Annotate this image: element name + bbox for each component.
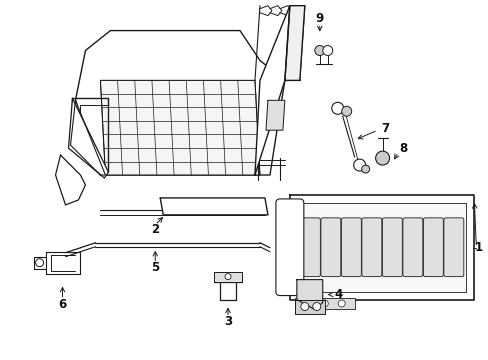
Circle shape (304, 300, 311, 307)
Polygon shape (214, 272, 242, 282)
Polygon shape (160, 198, 267, 215)
Circle shape (338, 300, 345, 307)
Circle shape (36, 259, 43, 267)
Circle shape (361, 165, 369, 173)
FancyBboxPatch shape (275, 199, 303, 296)
Polygon shape (254, 6, 289, 175)
Text: 2: 2 (151, 223, 159, 236)
Polygon shape (294, 300, 324, 315)
Circle shape (353, 159, 365, 171)
Polygon shape (75, 31, 285, 175)
Polygon shape (265, 100, 285, 130)
Circle shape (341, 106, 351, 116)
Polygon shape (297, 203, 466, 292)
FancyBboxPatch shape (382, 218, 402, 276)
Polygon shape (56, 155, 85, 205)
Circle shape (312, 302, 320, 310)
Circle shape (375, 151, 389, 165)
Bar (294, 298, 354, 310)
FancyBboxPatch shape (402, 218, 422, 276)
Polygon shape (100, 80, 260, 175)
FancyBboxPatch shape (361, 218, 381, 276)
Text: 9: 9 (315, 12, 323, 25)
Text: 5: 5 (151, 261, 159, 274)
Circle shape (321, 300, 327, 307)
Polygon shape (289, 195, 473, 300)
Circle shape (314, 45, 324, 55)
FancyBboxPatch shape (320, 218, 340, 276)
FancyBboxPatch shape (443, 218, 463, 276)
Text: 3: 3 (224, 315, 232, 328)
Text: 4: 4 (334, 288, 342, 301)
FancyBboxPatch shape (300, 218, 320, 276)
FancyBboxPatch shape (423, 218, 443, 276)
Text: 7: 7 (381, 122, 389, 135)
Text: 6: 6 (58, 298, 66, 311)
Polygon shape (68, 98, 108, 178)
Text: 1: 1 (473, 241, 481, 254)
Circle shape (300, 302, 308, 310)
FancyBboxPatch shape (341, 218, 361, 276)
Polygon shape (70, 100, 105, 175)
Circle shape (224, 274, 230, 280)
Text: 8: 8 (399, 141, 407, 155)
Polygon shape (285, 6, 304, 80)
Circle shape (322, 45, 332, 55)
Polygon shape (296, 280, 322, 310)
Circle shape (331, 102, 343, 114)
